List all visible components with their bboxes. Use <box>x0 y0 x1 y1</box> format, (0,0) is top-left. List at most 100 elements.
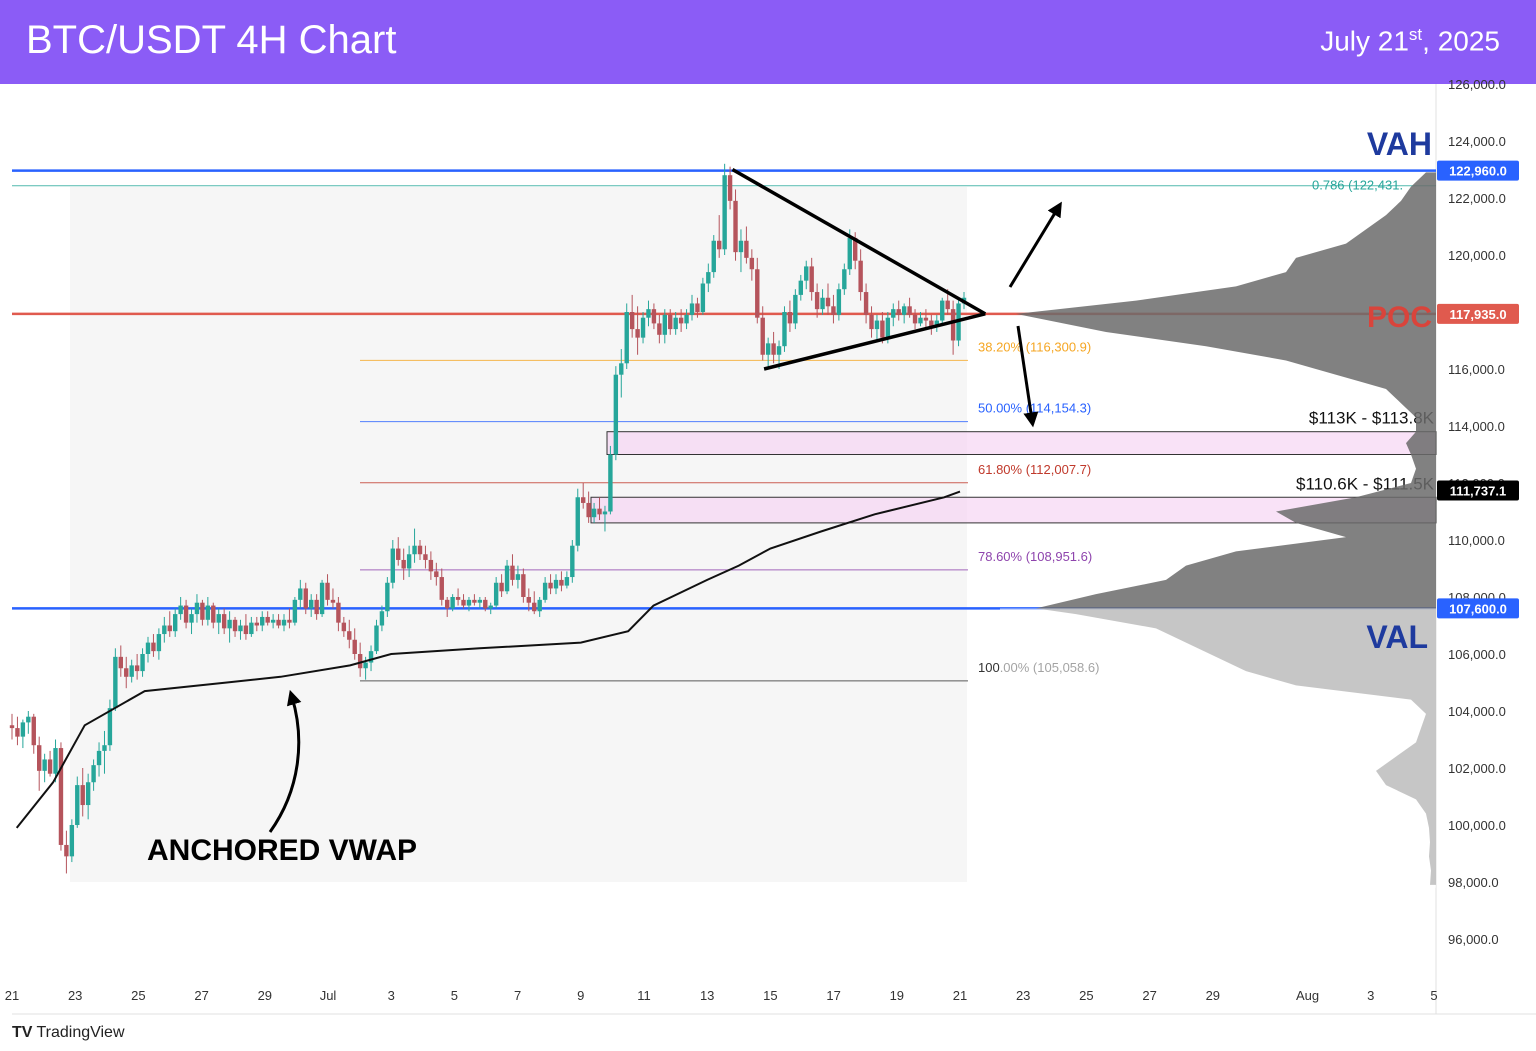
candle-body <box>836 289 842 315</box>
vwap-pointer-arrow <box>268 689 302 833</box>
candle-body <box>347 631 352 640</box>
candle-body <box>434 571 439 578</box>
poc-label: POC <box>1367 301 1432 334</box>
candle-body <box>934 320 939 327</box>
candle-body <box>912 314 918 324</box>
candle-body <box>118 656 123 669</box>
candle-body <box>178 605 183 615</box>
candle-body <box>145 642 151 654</box>
candle-body <box>221 614 227 629</box>
candle-body <box>564 577 570 586</box>
time-tick-label: 25 <box>1079 988 1093 1003</box>
candle-body <box>173 614 178 632</box>
anchored-vwap-label: ANCHORED VWAP <box>147 834 417 867</box>
price-tick-label: 100,000.0 <box>1448 818 1506 833</box>
candle-body <box>771 343 776 355</box>
time-tick-label: 3 <box>1367 988 1374 1003</box>
price-tick-label: 120,000.0 <box>1448 248 1506 263</box>
date-prefix: July 21 <box>1320 25 1409 57</box>
candle-body <box>64 844 69 857</box>
candle-body <box>499 582 504 592</box>
candle-body <box>804 266 809 281</box>
chart-date: July 21st, 2025 <box>1320 25 1500 57</box>
candle-body <box>189 614 194 623</box>
candle-body <box>194 602 200 615</box>
candle-body <box>831 306 836 315</box>
time-tick-label: 5 <box>451 988 458 1003</box>
candle-body <box>254 622 259 626</box>
candle-body <box>744 240 749 258</box>
candle-body <box>200 602 205 620</box>
candle-body <box>613 374 619 455</box>
time-tick-label: 29 <box>1206 988 1220 1003</box>
tradingview-logo[interactable]: TV TradingView <box>12 1024 125 1042</box>
candle-body <box>635 329 640 338</box>
candle-body <box>847 237 852 270</box>
candle-body <box>874 320 880 330</box>
candle-body <box>923 317 929 321</box>
candle-body <box>749 257 755 270</box>
candle-body <box>20 722 26 737</box>
val-price-tag-text: 107,600.0 <box>1449 601 1507 616</box>
candle-body <box>651 309 657 324</box>
candle-body <box>445 599 450 609</box>
triangle-lower-line <box>763 312 986 371</box>
candle-body <box>124 668 129 677</box>
candle-body <box>303 588 308 609</box>
date-year: , 2025 <box>1422 25 1500 57</box>
candle-body <box>602 511 608 515</box>
candle-body <box>140 654 145 672</box>
candle-body <box>711 240 716 273</box>
candle-body <box>336 602 341 623</box>
candle-body <box>9 725 15 729</box>
candle-body <box>162 625 167 635</box>
candle-body <box>363 662 368 669</box>
candle-body <box>314 599 319 615</box>
candle-body <box>727 175 733 201</box>
time-tick-label: 9 <box>577 988 584 1003</box>
candle-body <box>281 619 287 626</box>
chart-title: BTC/USDT 4H Chart <box>26 18 397 62</box>
candle-body <box>586 502 591 518</box>
time-tick-label: 5 <box>1430 988 1437 1003</box>
candle-body <box>853 237 858 261</box>
candle-body <box>37 745 42 771</box>
candle-body <box>412 545 417 555</box>
tradingview-brand: TradingView <box>36 1024 125 1041</box>
candle-body <box>243 625 249 635</box>
candle-body <box>820 297 825 310</box>
candle-body <box>265 616 270 623</box>
time-tick-label: 19 <box>890 988 904 1003</box>
candle-body <box>825 297 831 307</box>
annotations-layer: VAH POC VAL ANCHORED VWAP <box>15 126 1432 867</box>
candle-body <box>390 548 395 583</box>
candle-body <box>896 309 901 315</box>
candle-body <box>461 599 466 606</box>
candle-body <box>814 292 820 310</box>
candle-body <box>113 656 118 709</box>
candle-body <box>183 605 189 623</box>
candle-body <box>863 292 869 315</box>
candle-body <box>292 599 298 623</box>
candle-body <box>553 579 559 589</box>
vah-price-tag-text: 122,960.0 <box>1449 164 1507 179</box>
candle-body <box>765 343 771 355</box>
candle-body <box>575 497 580 546</box>
time-tick-label: 3 <box>388 988 395 1003</box>
time-tick-label: 13 <box>700 988 714 1003</box>
price-tick-label: 104,000.0 <box>1448 704 1506 719</box>
candle-body <box>47 759 53 774</box>
time-tick-label: 21 <box>5 988 19 1003</box>
candle-body <box>842 269 847 290</box>
time-tick-label: 11 <box>637 988 651 1003</box>
candle-body <box>249 622 254 635</box>
candle-body <box>657 323 662 335</box>
candle-body <box>581 497 586 503</box>
fib-label-4: 78.60% (108,951.6) <box>978 549 1092 564</box>
candle-body <box>809 266 814 293</box>
candle-body <box>368 651 374 663</box>
price-tick-label: 106,000.0 <box>1448 647 1506 662</box>
anchored-vwap-line <box>15 490 961 829</box>
candle-body <box>787 312 793 324</box>
